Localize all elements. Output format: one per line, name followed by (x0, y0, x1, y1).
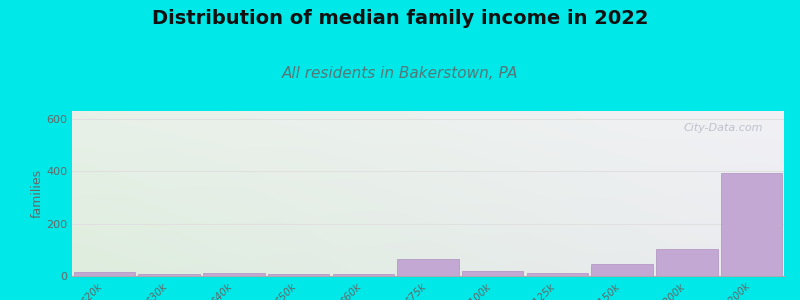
Bar (656, 248, 718, 276)
Bar (268, 274, 330, 276)
Bar (203, 273, 265, 276)
Bar (591, 264, 653, 276)
Bar (74, 272, 135, 276)
Bar (462, 271, 523, 276)
Bar (138, 274, 200, 276)
Text: All residents in Bakerstown, PA: All residents in Bakerstown, PA (282, 66, 518, 81)
Bar (398, 259, 458, 276)
Y-axis label: families: families (30, 169, 43, 218)
Bar (333, 274, 394, 276)
Text: City-Data.com: City-Data.com (683, 122, 762, 133)
Bar (721, 172, 782, 276)
Bar (526, 273, 588, 276)
Text: Distribution of median family income in 2022: Distribution of median family income in … (152, 9, 648, 28)
